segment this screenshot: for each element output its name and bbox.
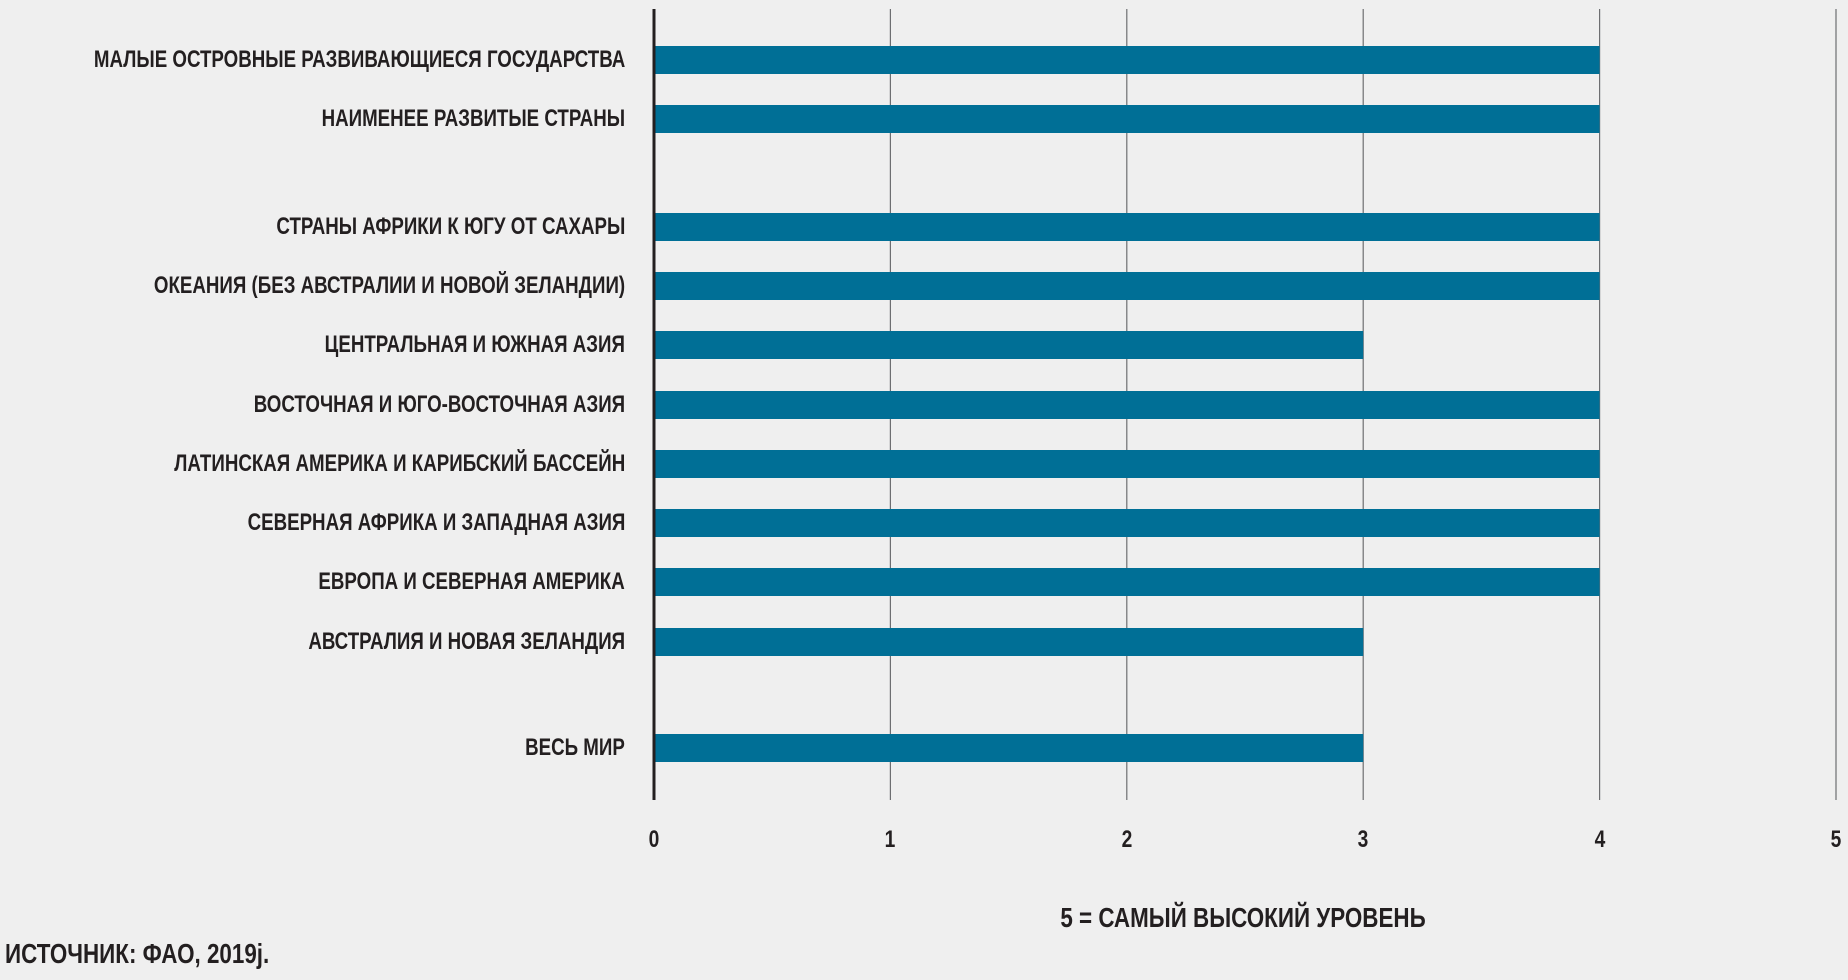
- category-label: ВОСТОЧНАЯ И ЮГО-ВОСТОЧНАЯ АЗИЯ: [253, 391, 625, 418]
- category-label: ВЕСЬ МИР: [525, 734, 625, 761]
- category-label: ЕВРОПА И СЕВЕРНАЯ АМЕРИКА: [318, 568, 625, 595]
- bar: [654, 628, 1364, 656]
- x-tick-label: 4: [1594, 826, 1605, 853]
- bar: [654, 46, 1600, 74]
- category-label: СЕВЕРНАЯ АФРИКА И ЗАПАДНАЯ АЗИЯ: [247, 509, 625, 536]
- category-label: АВСТРАЛИЯ И НОВАЯ ЗЕЛАНДИЯ: [308, 628, 625, 655]
- bar: [654, 272, 1600, 300]
- bar: [654, 450, 1600, 478]
- x-tick-label: 0: [648, 826, 660, 853]
- bar: [654, 391, 1600, 419]
- x-tick-label: 1: [885, 826, 896, 853]
- category-label: ЛАТИНСКАЯ АМЕРИКА И КАРИБСКИЙ БАССЕЙН: [173, 450, 625, 477]
- bar: [654, 331, 1364, 359]
- category-label: МАЛЫЕ ОСТРОВНЫЕ РАЗВИВАЮЩИЕСЯ ГОСУДАРСТВ…: [93, 46, 625, 73]
- x-axis-label: 5 = САМЫЙ ВЫСОКИЙ УРОВЕНЬ: [1060, 902, 1426, 933]
- category-label: ЦЕНТРАЛЬНАЯ И ЮЖНАЯ АЗИЯ: [324, 331, 625, 358]
- category-label: СТРАНЫ АФРИКИ К ЮГУ ОТ САХАРЫ: [276, 213, 625, 240]
- bar: [654, 734, 1364, 762]
- category-label: ОКЕАНИЯ (БЕЗ АВСТРАЛИИ И НОВОЙ ЗЕЛАНДИИ): [153, 272, 625, 299]
- bar: [654, 105, 1600, 133]
- bar: [654, 509, 1600, 537]
- bar: [654, 568, 1600, 596]
- x-tick-label: 5: [1830, 826, 1842, 853]
- source-note: ИСТОЧНИК: ФАО, 2019j.: [5, 938, 270, 969]
- bar: [654, 213, 1600, 241]
- x-tick-label: 2: [1121, 826, 1133, 853]
- category-label: НАИМЕНЕЕ РАЗВИТЫЕ СТРАНЫ: [321, 105, 625, 132]
- x-tick-label: 3: [1357, 826, 1369, 853]
